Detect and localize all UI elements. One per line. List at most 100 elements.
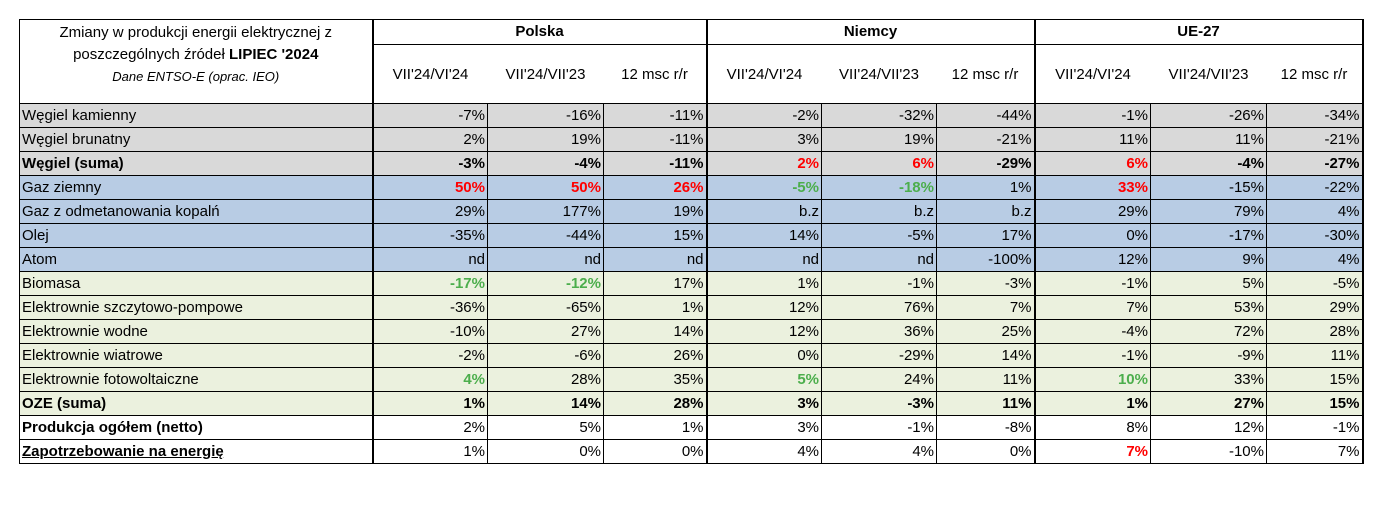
cell-value: -5% [792,179,819,196]
value-cell-polska-3: -11% [603,103,708,128]
cell-value: 27% [570,323,601,340]
cell-value: 10% [1117,371,1148,388]
cell-value: 1% [463,443,485,460]
value-cell-ue27-1: -1% [1033,271,1151,296]
value-cell-ue27-3: 29% [1266,295,1364,320]
cell-value: -17% [1228,227,1264,244]
value-cell-polska-2: -4% [487,151,604,176]
table-row: Elektrownie wodne -10% 27% 14% 12% 36% 25% -4% 7… [19,319,1364,344]
cell-value: 36% [903,323,934,340]
value-cell-polska-2: 27% [487,319,604,344]
cell-value: 7% [1126,299,1148,316]
cell-value: 33% [1117,179,1148,196]
cell-value: -7% [458,107,485,124]
cell-value: -44% [996,107,1032,124]
value-cell-polska-1: 2% [371,127,488,152]
cell-value: 11% [1002,371,1032,388]
value-cell-ue27-1: 12% [1033,247,1151,272]
cell-value: -11% [669,131,704,148]
cell-value: -21% [996,131,1032,148]
value-cell-ue27-2: -9% [1150,343,1267,368]
value-cell-niemcy-3: -3% [936,271,1036,296]
cell-value: -27% [1324,155,1360,172]
cell-value: 11% [1119,131,1148,148]
energy-table-container: Zmiany w produkcji energii elektrycznej … [19,19,1364,464]
value-cell-niemcy-1: b.z [705,199,822,224]
row-label: Atom [19,247,373,272]
cell-value: -3% [907,395,934,412]
value-cell-niemcy-1: -2% [705,103,822,128]
cell-value: -8% [1004,419,1032,436]
value-cell-polska-1: nd [371,247,488,272]
value-cell-ue27-2: 33% [1150,367,1267,392]
value-cell-ue27-2: 11% [1150,127,1267,152]
table-row: Elektrownie szczytowo-pompowe -36% -65% 1% 1… [19,295,1364,320]
value-cell-niemcy-1: nd [705,247,822,272]
value-cell-ue27-1: 29% [1033,199,1151,224]
cell-value: 3% [797,419,819,436]
value-cell-polska-2: 5% [487,415,604,440]
value-cell-polska-2: 0% [487,439,604,464]
cell-value: 26% [673,179,704,196]
cell-value: -3% [1004,275,1032,292]
value-cell-niemcy-2: 6% [821,151,937,176]
cell-value: 33% [1233,371,1264,388]
column-header-row: VII'24/VI'24 VII'24/VII'23 12 msc r/r VII'2… [20,44,1364,104]
value-cell-ue27-1: 7% [1033,439,1151,464]
table-row: Węgiel (suma) -3% -4% -11% 2% 6% -29% 6% -4% -27% [19,151,1364,176]
cell-value: 2% [797,155,819,172]
cell-value: 35% [673,371,704,388]
cell-value: nd [917,251,934,268]
cell-value: 4% [912,443,934,460]
cell-value: -29% [996,155,1032,172]
cell-value: 14% [788,227,819,244]
value-cell-polska-1: 4% [371,367,488,392]
cell-value: -18% [898,179,934,196]
cell-value: -1% [1332,419,1360,436]
cell-value: 17% [1001,227,1032,244]
value-cell-ue27-3: -1% [1266,415,1364,440]
value-cell-ue27-3: 4% [1266,199,1364,224]
table-title-period: LIPIEC '2024 [228,46,319,63]
value-cell-ue27-1: 6% [1033,151,1151,176]
cell-value: 5% [579,419,601,436]
cell-value: -4% [1237,155,1264,172]
value-cell-niemcy-3: -29% [936,151,1036,176]
value-cell-ue27-3: -27% [1266,151,1364,176]
cell-value: 1% [1009,179,1032,196]
value-cell-polska-3: 28% [603,391,708,416]
cell-value: 4% [1337,251,1360,268]
cell-value: -21% [1324,131,1360,148]
value-cell-polska-3: 26% [603,343,708,368]
group-header-polska: Polska [371,19,708,45]
cell-value: 14% [673,323,704,340]
cell-value: -5% [1332,275,1360,292]
cell-value: -30% [1324,227,1360,244]
value-cell-polska-2: 28% [487,367,604,392]
row-label: Produkcja ogółem (netto) [19,415,373,440]
value-cell-polska-1: -35% [371,223,488,248]
value-cell-niemcy-2: nd [821,247,937,272]
value-cell-ue27-1: 11% [1033,127,1151,152]
cell-value: -35% [449,227,485,244]
value-cell-niemcy-2: -32% [821,103,937,128]
cell-value: 19% [673,203,704,220]
value-cell-ue27-1: -4% [1033,319,1151,344]
value-cell-polska-1: 1% [371,391,488,416]
table-body: Węgiel kamienny -7% -16% -11% -2% -32% -44% -1%… [19,103,1364,464]
value-cell-polska-3: -11% [603,127,708,152]
cell-value: -11% [669,107,704,124]
value-cell-polska-1: 29% [371,199,488,224]
value-cell-ue27-2: -15% [1150,175,1267,200]
table-row: OZE (suma) 1% 14% 28% 3% -3% 11% 1% 27% 15% [19,391,1364,416]
cell-value: 27% [1233,395,1264,412]
table-row: Gaz z odmetanowania kopalń 29% 177% 19% b.z b… [19,199,1364,224]
value-cell-niemcy-3: 7% [936,295,1036,320]
cell-value: 29% [1117,203,1148,220]
cell-value: -1% [907,419,934,436]
cell-value: -4% [574,155,601,172]
cell-value: -4% [1121,323,1148,340]
value-cell-ue27-2: 53% [1150,295,1267,320]
value-cell-niemcy-1: -5% [705,175,822,200]
value-cell-niemcy-2: 4% [821,439,937,464]
